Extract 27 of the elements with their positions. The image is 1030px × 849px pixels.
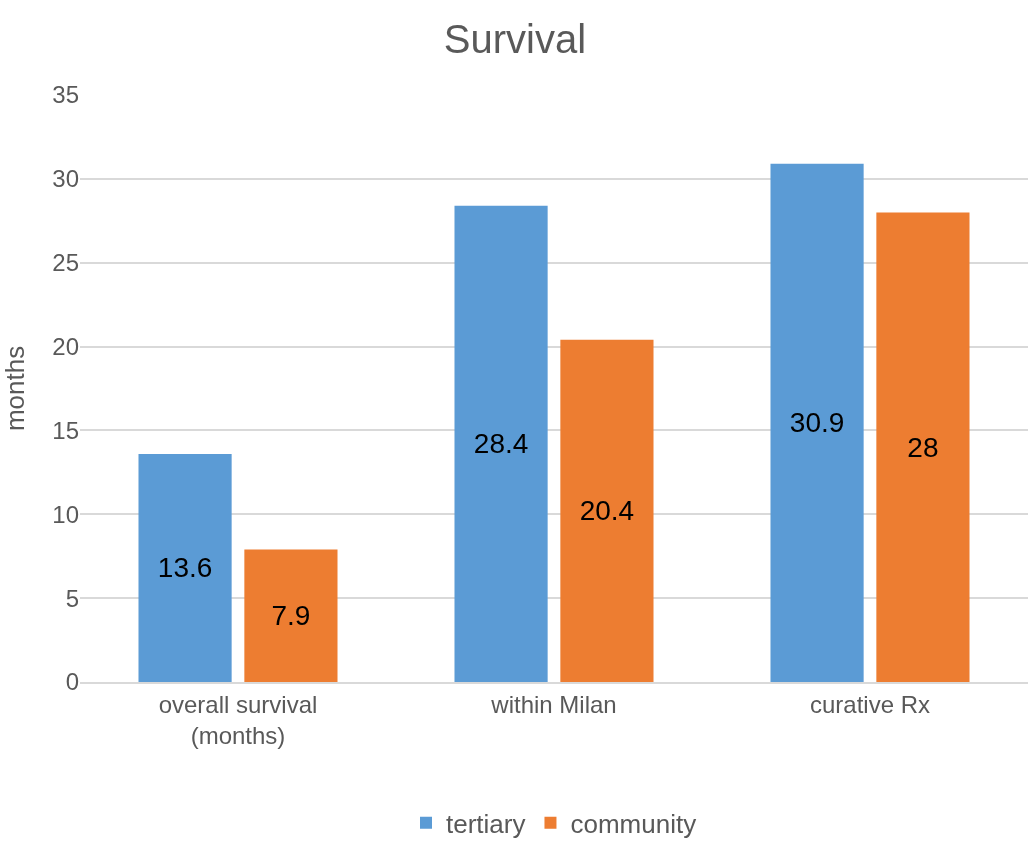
data-label: 7.9 xyxy=(271,600,311,632)
bar xyxy=(876,212,970,682)
data-label: 20.4 xyxy=(579,495,635,527)
bar xyxy=(454,205,548,682)
bar xyxy=(244,549,338,682)
x-tick-label: within Milan xyxy=(490,690,617,718)
y-tick-label: 0 xyxy=(65,668,79,696)
chart-title: Survival xyxy=(443,17,587,62)
data-label: 28 xyxy=(907,431,939,463)
y-tick-label: 15 xyxy=(52,416,79,444)
legend-label: community xyxy=(570,808,697,839)
y-tick-label: 5 xyxy=(65,584,79,612)
y-tick-label: 30 xyxy=(52,165,79,193)
y-axis-title: months xyxy=(0,345,30,432)
y-tick-label: 20 xyxy=(52,332,79,360)
data-label: 30.9 xyxy=(789,407,845,439)
x-tick-label: curative Rx xyxy=(809,690,931,718)
data-label: 28.4 xyxy=(473,428,529,460)
x-tick-label: overall survival (months) xyxy=(158,690,318,749)
y-tick-label: 10 xyxy=(52,500,79,528)
y-tick-label: 35 xyxy=(52,81,79,109)
data-label: 13.6 xyxy=(157,552,213,584)
bar xyxy=(560,339,654,682)
y-tick-label: 25 xyxy=(52,249,79,277)
bar xyxy=(770,163,864,682)
bar xyxy=(138,453,232,682)
legend-label: tertiary xyxy=(446,808,526,839)
